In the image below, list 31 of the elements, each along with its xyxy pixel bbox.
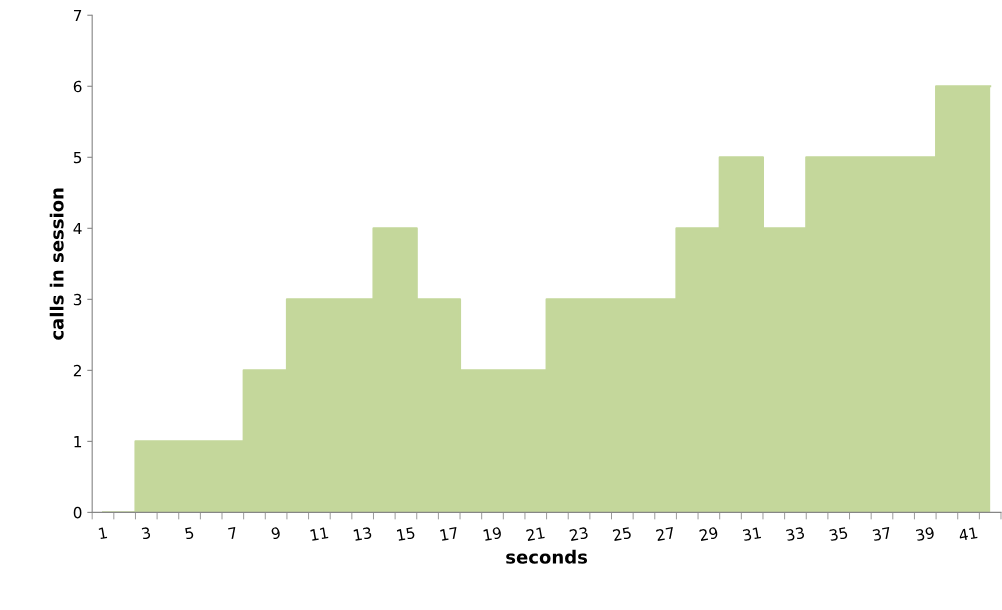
y-tick-label: 6 bbox=[73, 80, 82, 93]
x-tick-label: 17 bbox=[440, 526, 459, 541]
x-tick-label: 37 bbox=[872, 526, 892, 542]
y-tick-label: 3 bbox=[73, 293, 82, 306]
x-tick-label: 27 bbox=[655, 526, 675, 541]
y-tick-label: 5 bbox=[73, 151, 82, 164]
y-tick-label: 1 bbox=[74, 436, 82, 448]
x-axis-title: seconds bbox=[506, 549, 588, 564]
x-tick-label: 35 bbox=[829, 526, 848, 542]
y-tick-label: 2 bbox=[73, 364, 81, 377]
x-tick-label: 29 bbox=[699, 526, 719, 542]
x-tick-label: 33 bbox=[785, 526, 805, 542]
x-tick-label: 25 bbox=[612, 526, 632, 542]
x-tick-label: 19 bbox=[483, 526, 502, 542]
x-tick-label: 21 bbox=[526, 526, 545, 541]
x-tick-label: 7 bbox=[228, 526, 238, 540]
x-tick-label: 3 bbox=[141, 526, 151, 540]
x-tick-label: 11 bbox=[310, 527, 329, 541]
x-tick-label: 39 bbox=[915, 526, 935, 542]
x-tick-label: 5 bbox=[184, 526, 194, 540]
x-tick-label: 1 bbox=[98, 527, 108, 540]
y-tick-label: 4 bbox=[73, 222, 82, 235]
x-tick-label: 15 bbox=[396, 526, 415, 542]
x-tick-label: 31 bbox=[742, 526, 762, 542]
y-tick-label: 0 bbox=[73, 506, 82, 519]
x-tick-label: 13 bbox=[353, 526, 372, 542]
y-axis-title: calls in session bbox=[49, 188, 64, 340]
x-tick-label: 41 bbox=[958, 527, 978, 541]
x-tick-label: 9 bbox=[271, 526, 281, 540]
y-tick-label: 7 bbox=[73, 9, 82, 22]
x-tick-label: 23 bbox=[569, 526, 589, 542]
